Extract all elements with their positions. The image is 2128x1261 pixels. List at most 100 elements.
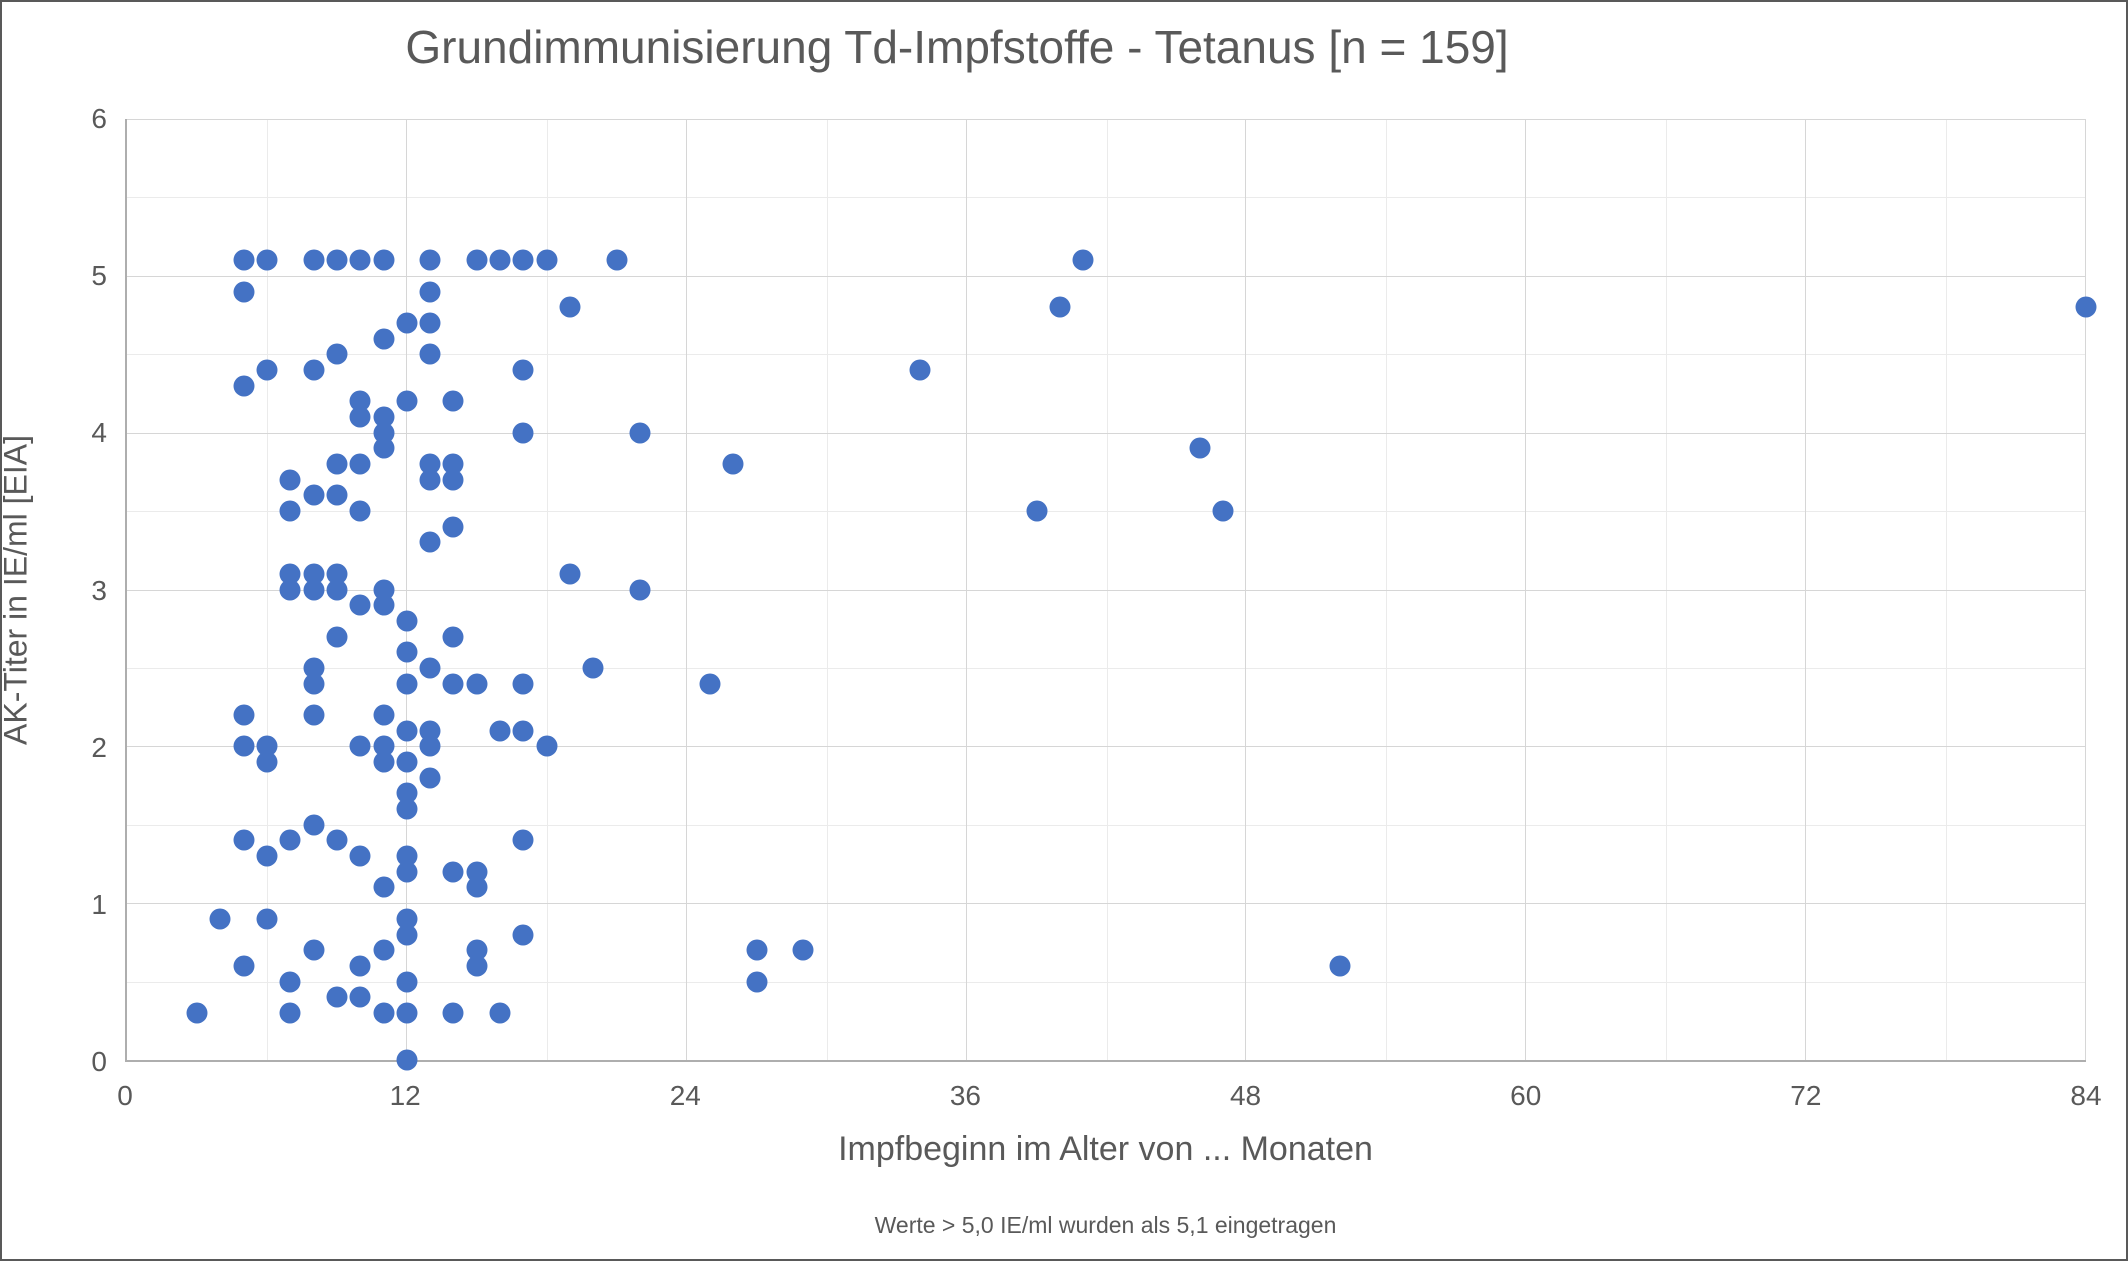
scatter-point: [373, 328, 395, 350]
scatter-point: [303, 484, 325, 506]
scatter-point: [349, 955, 371, 977]
scatter-point: [303, 814, 325, 836]
y-tick-label: 0: [91, 1046, 107, 1077]
scatter-point: [466, 876, 488, 898]
scatter-point: [396, 798, 418, 820]
scatter-point: [349, 500, 371, 522]
scatter-point: [512, 829, 534, 851]
scatter-point: [326, 829, 348, 851]
scatter-point: [279, 1002, 301, 1024]
x-axis-tick-labels: 0 12 24 36 48 60 72 84: [117, 1080, 2101, 1120]
scatter-point: [396, 720, 418, 742]
y-minor-gridline: [127, 511, 2086, 513]
scatter-point: [326, 249, 348, 271]
x-tick-label: 48: [1229, 1080, 1262, 1111]
scatter-point: [303, 704, 325, 726]
y-major-gridline: [127, 589, 2086, 591]
scatter-point: [303, 673, 325, 695]
scatter-point: [256, 908, 278, 930]
scatter-point: [489, 1002, 511, 1024]
scatter-point: [1212, 500, 1234, 522]
scatter-point: [396, 924, 418, 946]
scatter-point: [1049, 296, 1071, 318]
y-minor-gridline: [127, 981, 2086, 983]
x-axis-title: Impfbeginn im Alter von ... Monaten: [838, 1130, 1373, 1168]
scatter-point: [209, 908, 231, 930]
x-tick-label: 60: [1510, 1080, 1542, 1111]
scatter-point: [396, 610, 418, 632]
x-tick-label: 36: [949, 1080, 981, 1111]
scatter-point: [233, 249, 255, 271]
scatter-point: [512, 924, 534, 946]
scatter-point: [396, 641, 418, 663]
y-minor-gridline: [127, 667, 2086, 669]
scatter-point: [746, 971, 768, 993]
scatter-point: [326, 484, 348, 506]
x-tick-label: 72: [1790, 1080, 1822, 1111]
y-axis-title-text: AK-Titer in IE/ml [EIA]: [0, 435, 34, 745]
scatter-point: [512, 359, 534, 381]
scatter-point: [746, 939, 768, 961]
scatter-point: [606, 249, 628, 271]
scatter-point: [279, 469, 301, 491]
scatter-point: [419, 735, 441, 757]
scatter-point: [279, 579, 301, 600]
y-tick-label: 6: [91, 103, 107, 134]
scatter-point: [442, 469, 464, 491]
scatter-point: [396, 971, 418, 993]
scatter-point: [326, 986, 348, 1008]
scatter-point: [489, 249, 511, 271]
scatter-point: [396, 312, 418, 334]
scatter-point: [256, 249, 278, 271]
scatter-point: [373, 249, 395, 271]
scatter-point: [373, 437, 395, 459]
scatter-point: [722, 453, 744, 475]
scatter-point: [1329, 955, 1351, 977]
scatter-point: [419, 469, 441, 491]
y-tick-label: 5: [91, 260, 107, 292]
x-tick-label: 84: [2070, 1080, 2102, 1111]
scatter-point: [303, 939, 325, 961]
scatter-point: [349, 594, 371, 616]
scatter-point: [279, 500, 301, 522]
scatter-point: [629, 579, 651, 600]
y-major-gridline: [127, 903, 2086, 905]
y-major-gridline: [127, 432, 2086, 434]
chart-title: Grundimmunisierung Td-Impfstoffe - Tetan…: [405, 21, 1509, 73]
y-tick-label: 4: [91, 417, 107, 449]
scatter-point: [419, 249, 441, 271]
scatter-point: [419, 312, 441, 334]
y-major-gridline: [127, 275, 2086, 277]
scatter-point: [349, 406, 371, 428]
y-minor-gridline: [127, 354, 2086, 356]
scatter-point: [536, 735, 558, 757]
y-tick-label: 3: [91, 574, 107, 606]
scatter-point: [279, 829, 301, 851]
scatter-point: [489, 720, 511, 742]
scatter-point: [419, 343, 441, 365]
scatter-point: [303, 249, 325, 271]
scatter-point: [1072, 249, 1094, 271]
scatter-point: [256, 845, 278, 867]
scatter-point: [419, 281, 441, 303]
scatter-point: [442, 861, 464, 883]
scatter-point: [629, 422, 651, 444]
scatter-point: [233, 735, 255, 757]
y-tick-label: 1: [91, 888, 107, 920]
y-minor-gridline: [127, 824, 2086, 826]
scatter-point: [349, 249, 371, 271]
scatter-point: [233, 955, 255, 977]
y-major-gridline: [127, 119, 2086, 120]
scatter-point: [256, 359, 278, 381]
scatter-point: [256, 751, 278, 773]
scatter-point: [326, 579, 348, 600]
scatter-point: [396, 1002, 418, 1024]
scatter-point: [349, 845, 371, 867]
scatter-point: [396, 673, 418, 695]
scatter-point: [536, 249, 558, 271]
scatter-point: [442, 390, 464, 412]
x-tick-label: 0: [117, 1080, 133, 1111]
scatter-point: [326, 343, 348, 365]
scatter-point: [303, 359, 325, 381]
